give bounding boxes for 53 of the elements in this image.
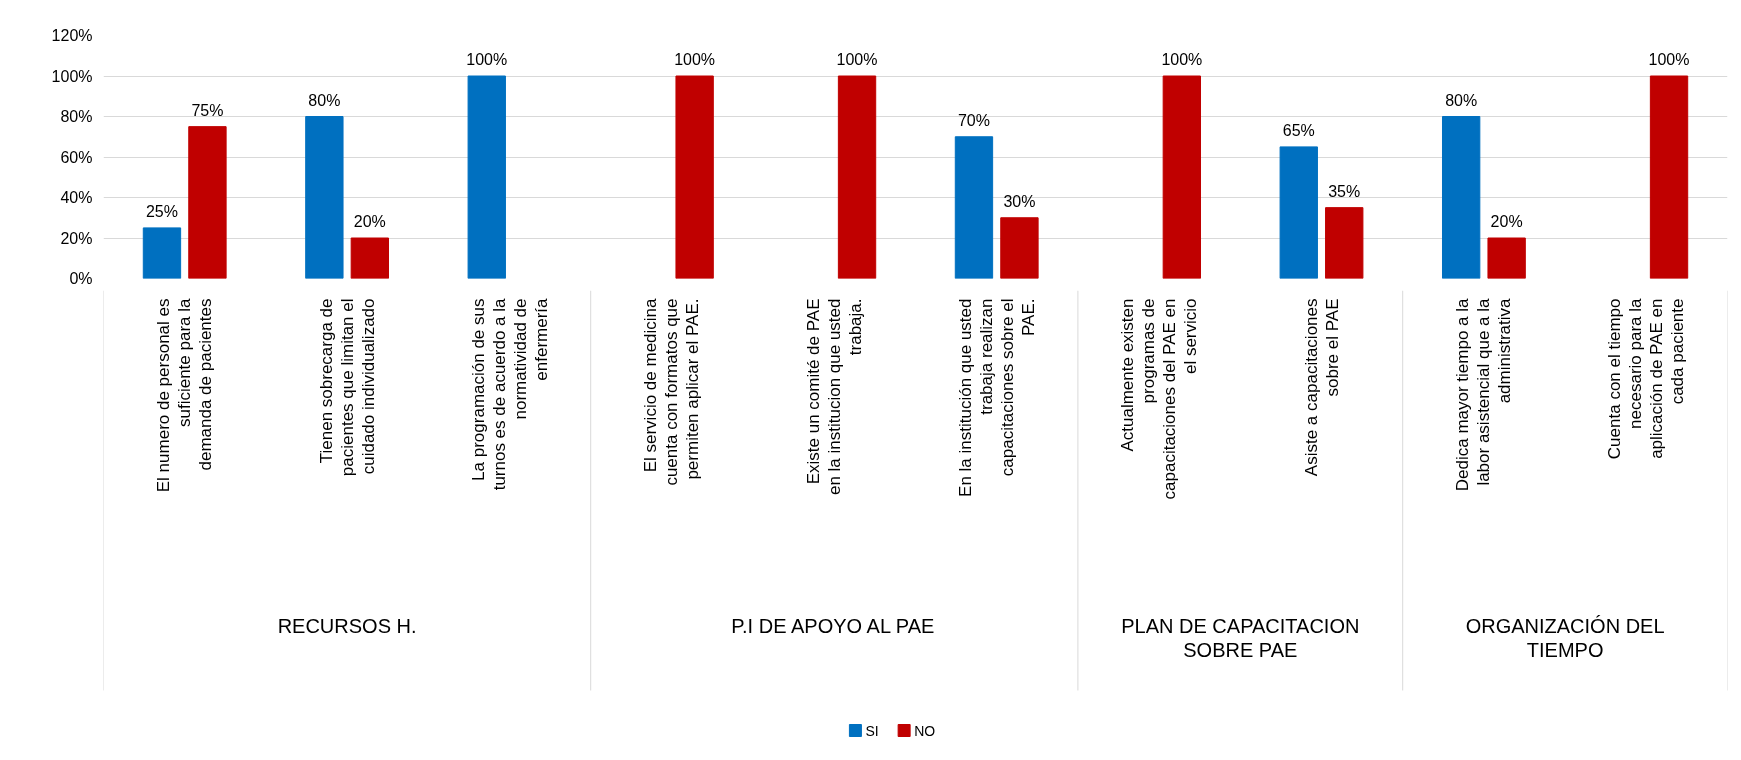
bar bbox=[467, 75, 506, 279]
text: PLAN DE CAPACITACION SOBRE PAE bbox=[1121, 614, 1360, 661]
legend-label: SI bbox=[865, 722, 879, 739]
data-label: 30% bbox=[1003, 192, 1036, 210]
x-tick-label: Tienen sobrecarga de pacientes que limitan el cuidado individualizado bbox=[316, 298, 378, 477]
x-tick-label: Dedica mayor tiempo a la labor asistencial que a la administrativa bbox=[1453, 297, 1515, 492]
x-tick-label: La programación de sus turnos es de acuerdo a la normatividad de enfermería bbox=[468, 297, 551, 491]
bar bbox=[1000, 217, 1039, 279]
data-label: 25% bbox=[145, 202, 178, 220]
bar bbox=[188, 126, 227, 279]
data-label: 65% bbox=[1282, 121, 1315, 139]
bar bbox=[1162, 75, 1202, 279]
text: P.I DE APOYO AL PAE bbox=[731, 614, 935, 637]
data-label: 100% bbox=[836, 51, 878, 68]
bar bbox=[837, 75, 877, 279]
x-tick-label: En la institución que usted trabaja realizan capacitaciones sobre el PAE. bbox=[955, 298, 1038, 497]
data-label: 20% bbox=[353, 213, 386, 230]
data-label: 35% bbox=[1328, 182, 1361, 200]
data-label: 100% bbox=[674, 51, 716, 68]
legend-label: NO bbox=[914, 722, 936, 739]
y-tick-label: 120% bbox=[51, 27, 93, 44]
data-label: 75% bbox=[191, 101, 224, 119]
bar bbox=[1649, 75, 1689, 279]
bar bbox=[954, 136, 994, 279]
x-tick-label: El numero de personal es suficiente para la demanda de pacientes bbox=[154, 297, 216, 493]
data-label: 100% bbox=[1648, 51, 1690, 68]
x-tick-label: Existe un comité de PAE en la institucion que usted trabaja. bbox=[803, 298, 865, 496]
y-tick-label: 0% bbox=[69, 270, 93, 287]
data-label: 80% bbox=[308, 91, 341, 109]
data-label: 100% bbox=[466, 51, 508, 68]
text: ORGANIZACIÓN DEL TIEMPO bbox=[1465, 614, 1665, 661]
x-tick-label: Actualmente existen programas de capacitaciones del PAE en el servicio bbox=[1118, 298, 1201, 500]
y-tick-label: 100% bbox=[51, 67, 93, 85]
bar bbox=[1487, 237, 1526, 279]
text: RECURSOS H. bbox=[277, 614, 417, 637]
bar bbox=[1279, 146, 1318, 279]
y-tick-label: 60% bbox=[60, 148, 93, 166]
y-tick-label: 40% bbox=[60, 189, 93, 206]
bar bbox=[675, 75, 714, 279]
y-tick-label: 80% bbox=[60, 108, 93, 125]
x-tick-label: Cuenta con el tiempo necesario para la aplicación de PAE en cada paciente bbox=[1605, 297, 1688, 460]
y-tick-label: 20% bbox=[60, 229, 93, 247]
data-label: 80% bbox=[1445, 91, 1478, 109]
bar bbox=[305, 116, 344, 279]
data-label: 20% bbox=[1490, 213, 1523, 230]
x-tick-label: El servicio de medicina cuenta con formatos que permiten aplicar el PAE. bbox=[641, 297, 703, 486]
bar bbox=[350, 237, 390, 279]
bar bbox=[1441, 116, 1481, 279]
bar bbox=[142, 227, 182, 279]
data-label: 100% bbox=[1161, 51, 1203, 68]
x-tick-label: Asiste a capacitaciones sobre el PAE bbox=[1301, 298, 1342, 477]
data-label: 70% bbox=[957, 111, 990, 129]
bar bbox=[1325, 207, 1364, 279]
